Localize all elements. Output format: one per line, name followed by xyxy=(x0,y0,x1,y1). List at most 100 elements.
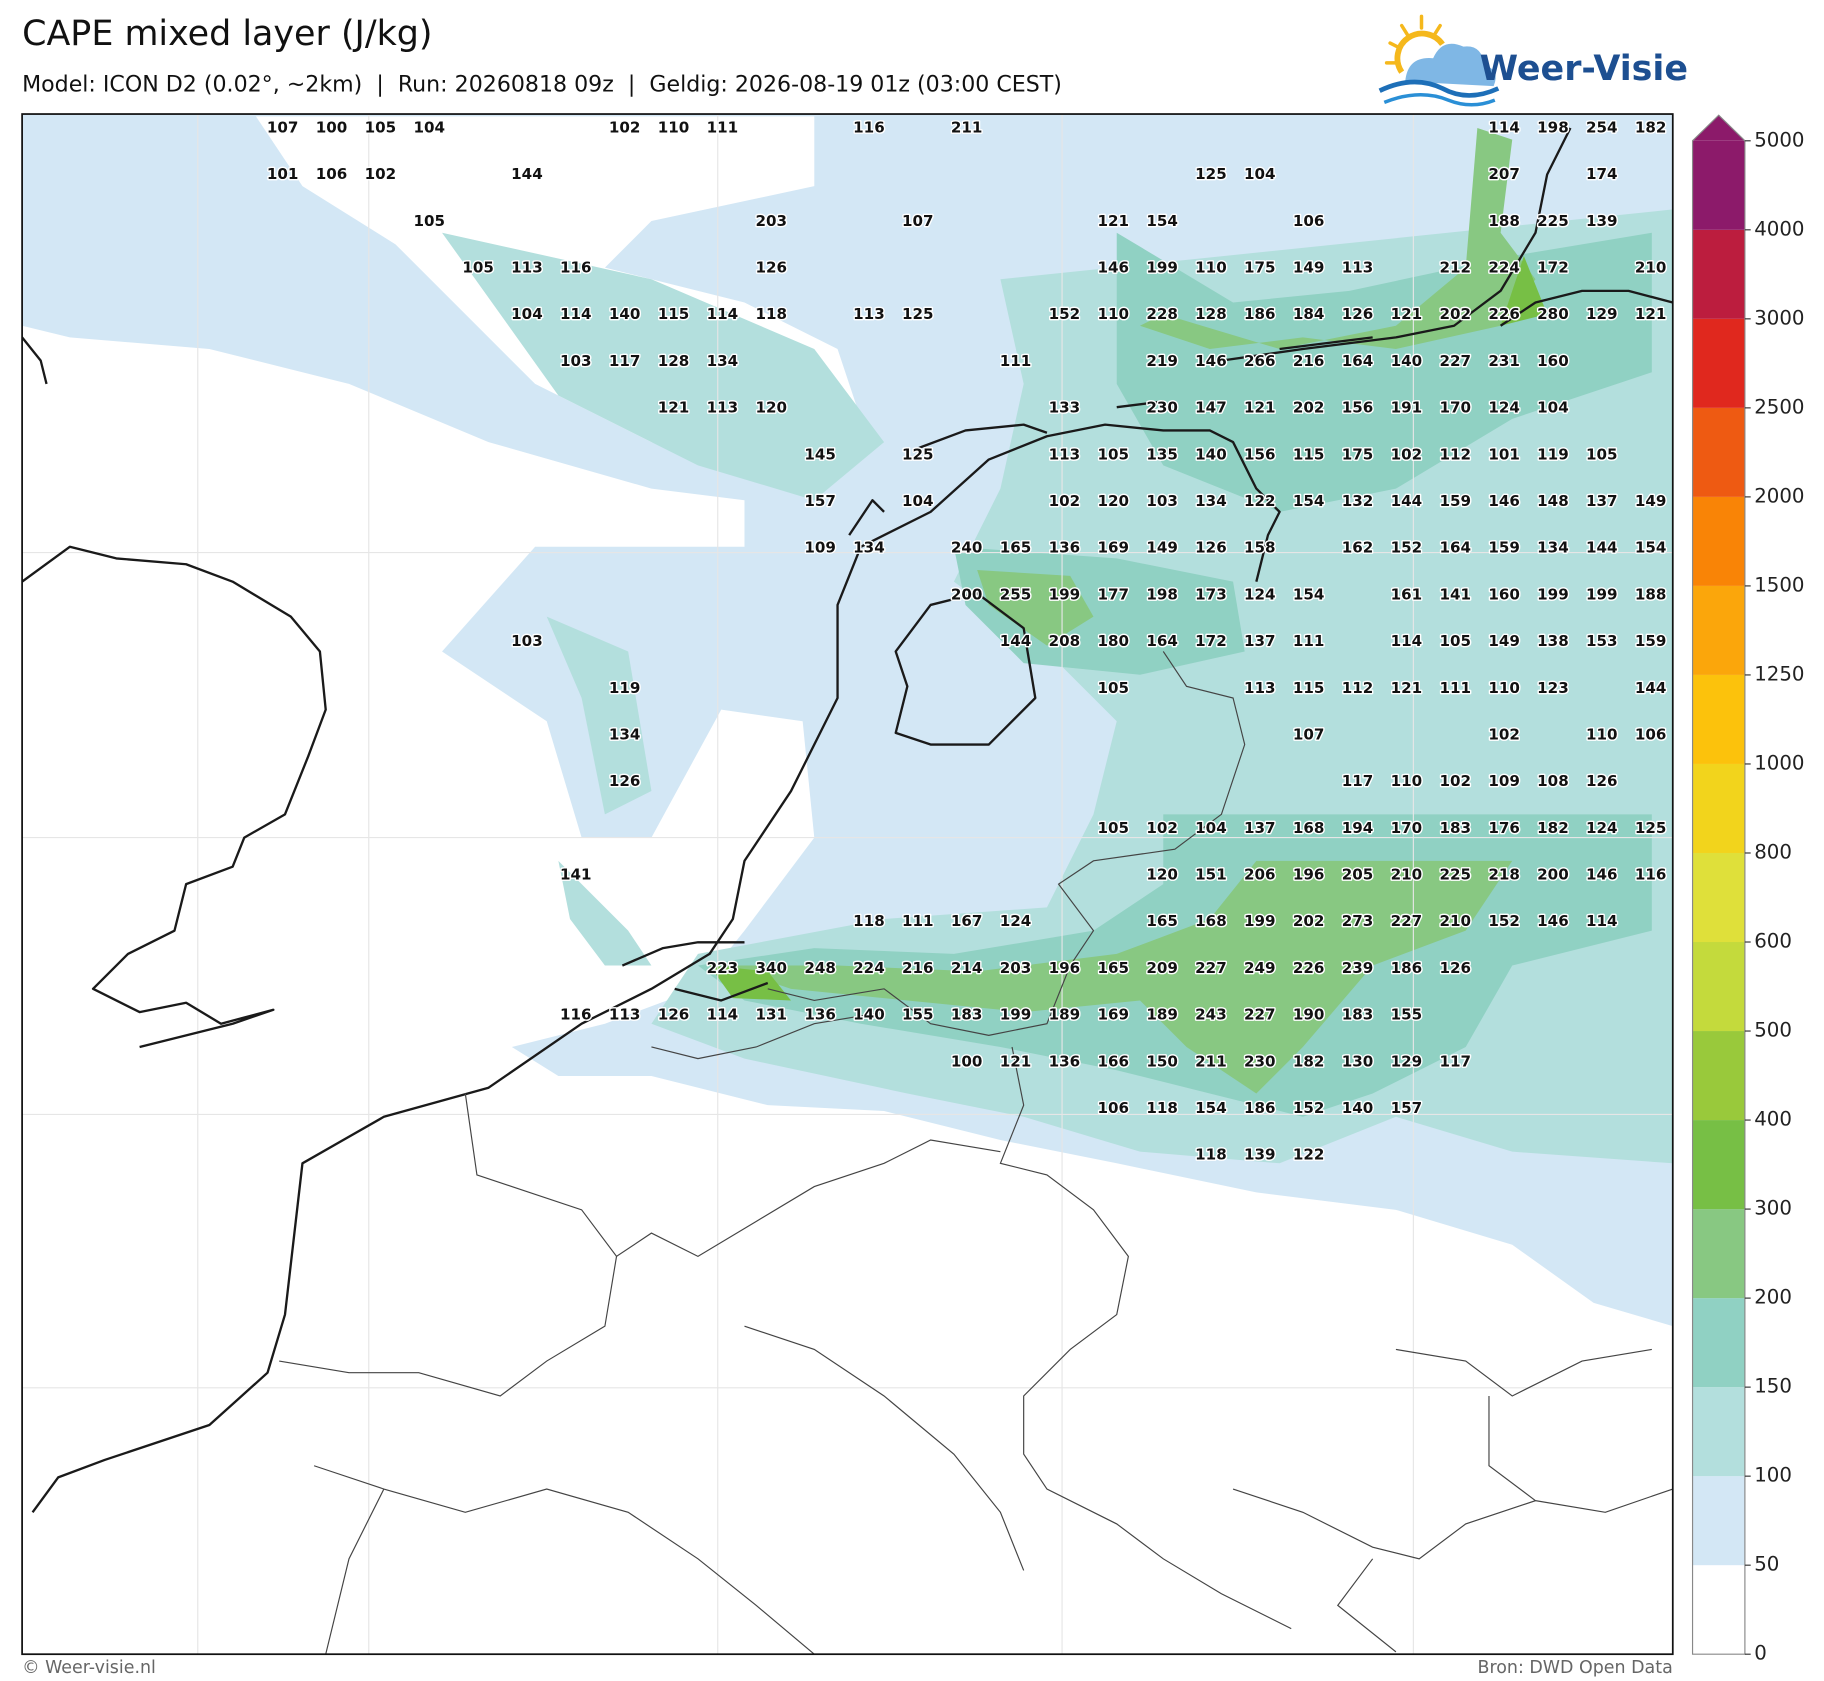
cape-label: 225 xyxy=(1439,866,1471,884)
cape-label: 170 xyxy=(1391,819,1423,837)
cape-label: 116 xyxy=(853,119,885,137)
colorbar-band xyxy=(1692,407,1745,497)
cape-label: 105 xyxy=(1097,679,1129,697)
cape-label: 183 xyxy=(1342,1006,1374,1024)
cape-label: 146 xyxy=(1195,352,1227,370)
cape-label: 202 xyxy=(1293,399,1325,417)
cape-label: 119 xyxy=(609,679,641,697)
colorbar-tick-label: 2000 xyxy=(1754,484,1804,507)
colorbar-band xyxy=(1692,140,1745,230)
cape-label: 199 xyxy=(1146,259,1178,277)
cape-label: 199 xyxy=(1049,585,1081,603)
cape-label: 254 xyxy=(1586,119,1618,137)
cape-label: 170 xyxy=(1439,399,1471,417)
cape-label: 156 xyxy=(1244,445,1276,463)
cape-label: 104 xyxy=(902,492,934,510)
cape-label: 165 xyxy=(1097,959,1129,977)
cape-label: 340 xyxy=(755,959,787,977)
cape-label: 113 xyxy=(1342,259,1374,277)
cape-label: 182 xyxy=(1635,119,1667,137)
cape-label: 121 xyxy=(658,399,690,417)
cape-label: 122 xyxy=(1244,492,1276,510)
map-area: 107 100 105 104 102 110 111 116 211 114 198 254 182 1… xyxy=(22,114,1673,1655)
cape-label: 113 xyxy=(853,305,885,323)
logo-cloud xyxy=(1405,43,1496,87)
cape-label: 154 xyxy=(1195,1099,1227,1117)
colorbar-tick-label: 2500 xyxy=(1754,395,1804,418)
cape-label: 108 xyxy=(1537,772,1569,790)
cape-label: 104 xyxy=(511,305,543,323)
colorbar-tick-label: 100 xyxy=(1754,1464,1792,1487)
colorbar-tick-label: 50 xyxy=(1754,1553,1779,1576)
coastline xyxy=(1221,127,1673,362)
cape-label: 144 xyxy=(1000,632,1032,650)
cape-label: 159 xyxy=(1635,632,1667,650)
cape-label: 208 xyxy=(1049,632,1081,650)
colorbar-tick-label: 1000 xyxy=(1754,751,1804,774)
cape-label: 147 xyxy=(1195,399,1227,417)
cape-label: 124 xyxy=(1586,819,1618,837)
cape-label: 188 xyxy=(1635,585,1667,603)
cape-label: 121 xyxy=(1635,305,1667,323)
cape-label: 111 xyxy=(902,912,934,930)
cape-label: 224 xyxy=(1488,259,1520,277)
cape-label: 140 xyxy=(853,1006,885,1024)
cape-label: 164 xyxy=(1146,632,1178,650)
cape-label: 115 xyxy=(658,305,690,323)
cape-label: 153 xyxy=(1586,632,1618,650)
cape-label: 203 xyxy=(1000,959,1032,977)
cape-label: 106 xyxy=(1635,725,1667,743)
logo-sun-arc xyxy=(1394,30,1445,74)
borders xyxy=(279,651,1673,1655)
cape-label: 211 xyxy=(951,119,983,137)
cape-label: 101 xyxy=(1488,445,1520,463)
cape-label: 188 xyxy=(1488,212,1520,230)
cape-label: 104 xyxy=(413,119,445,137)
cape-label: 136 xyxy=(1049,1052,1081,1070)
cape-label: 212 xyxy=(1439,259,1471,277)
cape-label: 149 xyxy=(1635,492,1667,510)
cape-label: 111 xyxy=(1293,632,1325,650)
cape-label: 165 xyxy=(1146,912,1178,930)
cape-label: 106 xyxy=(1097,1099,1129,1117)
colorbar-tick-label: 300 xyxy=(1754,1197,1792,1220)
cape-label: 223 xyxy=(707,959,739,977)
map-frame xyxy=(21,113,1674,1656)
cape-label: 128 xyxy=(658,352,690,370)
cape-label: 116 xyxy=(560,1006,592,1024)
cape-label: 101 xyxy=(267,165,299,183)
cape-label: 135 xyxy=(1146,445,1178,463)
cape-label: 159 xyxy=(1488,539,1520,557)
colorbar-band xyxy=(1692,1476,1745,1566)
cape-label: 102 xyxy=(1146,819,1178,837)
cape-label: 104 xyxy=(1195,819,1227,837)
cape-label: 273 xyxy=(1342,912,1374,930)
cape-label: 172 xyxy=(1195,632,1227,650)
cape-label: 160 xyxy=(1488,585,1520,603)
cape-label: 110 xyxy=(1586,725,1618,743)
cape-label: 102 xyxy=(609,119,641,137)
cape-label: 182 xyxy=(1537,819,1569,837)
cape-label: 105 xyxy=(1586,445,1618,463)
cape-label: 146 xyxy=(1097,259,1129,277)
cape-label: 211 xyxy=(1195,1052,1227,1070)
cape-label: 154 xyxy=(1293,585,1325,603)
cape-label: 113 xyxy=(511,259,543,277)
map-labels: 107 100 105 104 102 110 111 116 211 114 198 254 182 1… xyxy=(266,117,1668,1165)
cape-label: 141 xyxy=(560,866,592,884)
cape-label: 126 xyxy=(1342,305,1374,323)
colorbar-extend xyxy=(1692,115,1745,141)
cape-label: 121 xyxy=(1391,305,1423,323)
cape-label: 169 xyxy=(1097,539,1129,557)
cape-label: 136 xyxy=(804,1006,836,1024)
cape-label: 196 xyxy=(1049,959,1081,977)
cape-label: 210 xyxy=(1635,259,1667,277)
cape-label: 102 xyxy=(365,165,397,183)
cape-label: 121 xyxy=(1097,212,1129,230)
cape-label: 100 xyxy=(951,1052,983,1070)
footer-credit: © Weer-visie.nl xyxy=(22,1658,156,1678)
cape-label: 116 xyxy=(560,259,592,277)
cape-label: 202 xyxy=(1293,912,1325,930)
cape-label: 105 xyxy=(413,212,445,230)
cape-label: 121 xyxy=(1391,679,1423,697)
